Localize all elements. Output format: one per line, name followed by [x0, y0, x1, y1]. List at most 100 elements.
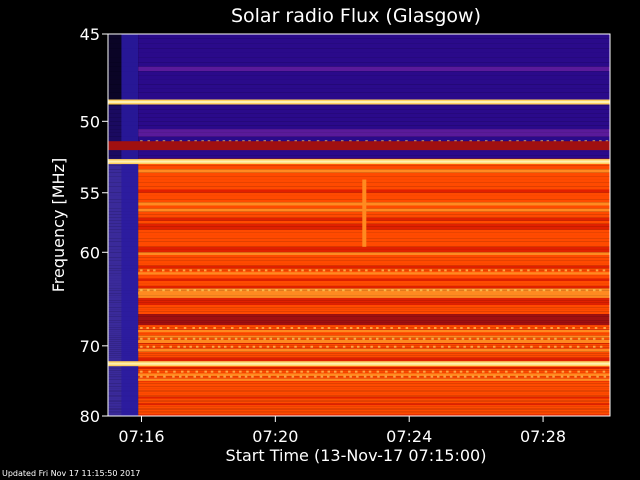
- line-speckle: [377, 375, 380, 378]
- frequency-strip: [138, 189, 610, 193]
- line-speckle: [276, 375, 280, 378]
- line-speckle: [474, 370, 477, 373]
- line-speckle: [463, 345, 466, 348]
- line-speckle: [585, 337, 589, 340]
- chart-title: Solar radio Flux (Glasgow): [231, 5, 481, 27]
- line-speckle: [268, 289, 271, 292]
- line-speckle: [299, 375, 303, 378]
- frequency-strip: [138, 117, 610, 122]
- line-speckle: [434, 327, 437, 329]
- line-speckle: [277, 337, 280, 340]
- strong-line-core: [108, 160, 610, 163]
- line-speckle: [280, 345, 283, 348]
- frequency-strip: [138, 252, 610, 256]
- line-speckle: [370, 375, 373, 378]
- line-speckle: [140, 370, 143, 373]
- frequency-strip: [138, 223, 610, 227]
- line-speckle: [220, 337, 224, 340]
- frequency-strip: [138, 260, 610, 264]
- line-speckle: [601, 337, 605, 340]
- frequency-strip: [138, 327, 610, 330]
- line-speckle: [569, 337, 573, 340]
- line-speckle: [225, 370, 228, 373]
- line-speckle: [385, 370, 388, 373]
- line-speckle: [268, 327, 272, 329]
- line-speckle: [539, 345, 542, 348]
- frequency-strip: [138, 333, 610, 336]
- line-speckle: [487, 327, 491, 329]
- burst-column: [362, 179, 367, 247]
- line-speckle: [544, 370, 548, 373]
- frequency-strip: [138, 406, 610, 409]
- line-speckle: [349, 327, 353, 329]
- frequency-strip: [138, 409, 610, 412]
- line-speckle: [147, 337, 151, 340]
- frequency-strip: [138, 414, 610, 416]
- line-speckle: [348, 370, 351, 373]
- line-speckle: [546, 375, 549, 378]
- line-speckle: [377, 345, 381, 348]
- line-speckle: [251, 375, 254, 378]
- line-speckle: [500, 375, 503, 378]
- line-speckle: [446, 337, 449, 340]
- line-speckle: [259, 345, 262, 348]
- line-speckle: [224, 289, 228, 292]
- line-speckle: [199, 337, 202, 340]
- line-speckle: [313, 327, 316, 329]
- line-speckle: [290, 327, 294, 329]
- frequency-strip: [138, 244, 610, 247]
- frequency-strip: [138, 400, 610, 402]
- line-speckle: [463, 375, 467, 378]
- line-speckle: [315, 269, 318, 272]
- line-speckle: [187, 370, 190, 373]
- line-speckle: [302, 345, 305, 348]
- line-speckle: [470, 345, 473, 348]
- line-speckle: [305, 375, 309, 378]
- line-speckle: [383, 289, 387, 292]
- line-speckle: [363, 327, 366, 329]
- line-speckle: [154, 337, 158, 340]
- frequency-strip: [138, 345, 610, 348]
- line-speckle: [376, 337, 379, 340]
- line-speckle: [558, 269, 561, 272]
- line-speckle: [493, 289, 496, 292]
- line-speckle: [453, 337, 457, 340]
- line-speckle: [527, 269, 530, 272]
- line-speckle: [414, 269, 418, 272]
- line-speckle: [246, 327, 250, 329]
- line-speckle: [285, 370, 289, 373]
- line-speckle: [520, 289, 524, 292]
- frequency-strip: [138, 322, 610, 326]
- frequency-strip: [138, 376, 610, 378]
- line-speckle: [416, 375, 420, 378]
- line-speckle: [315, 289, 318, 292]
- frequency-strip: [138, 351, 610, 354]
- frequency-strip: [138, 255, 610, 258]
- frequency-strip: [138, 214, 610, 218]
- frequency-strip: [138, 176, 610, 180]
- line-speckle: [414, 327, 417, 329]
- line-speckle: [246, 289, 249, 292]
- line-speckle: [370, 327, 373, 329]
- line-speckle: [443, 375, 446, 378]
- line-speckle: [431, 370, 435, 373]
- frequency-strip: [138, 270, 610, 274]
- line-speckle: [293, 370, 296, 373]
- line-speckle: [161, 337, 164, 340]
- line-speckle: [370, 345, 373, 348]
- line-speckle: [558, 289, 561, 292]
- line-speckle: [182, 269, 186, 272]
- line-speckle: [536, 289, 539, 292]
- line-speckle: [446, 370, 449, 373]
- line-speckle: [217, 375, 220, 378]
- line-speckle: [602, 370, 606, 373]
- line-speckle: [368, 370, 372, 373]
- y-tick-label: 80: [80, 407, 100, 426]
- line-speckle: [471, 375, 475, 378]
- frequency-strip: [138, 238, 610, 242]
- line-speckle: [530, 345, 533, 348]
- line-speckle: [349, 375, 352, 378]
- frequency-strip: [138, 226, 610, 230]
- line-speckle: [482, 370, 485, 373]
- line-speckle: [206, 337, 209, 340]
